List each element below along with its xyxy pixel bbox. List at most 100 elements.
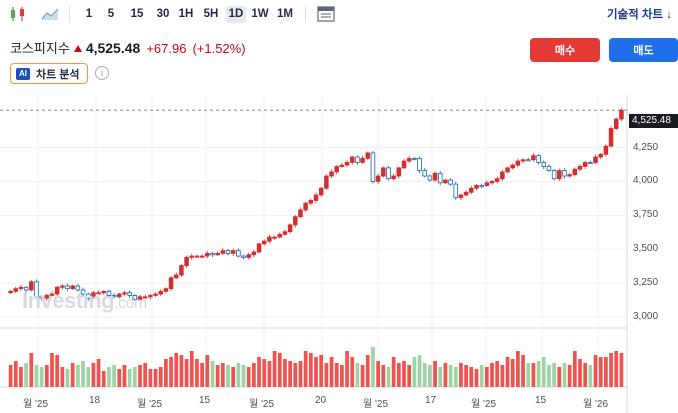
candle [344, 162, 350, 166]
volume-bar [324, 363, 329, 387]
volume-bar [96, 359, 101, 387]
x-axis-tick-label: 15 [199, 395, 211, 406]
toolbar-divider [305, 6, 306, 22]
candle [329, 171, 334, 177]
volume-bar [169, 357, 173, 387]
candlestick-icon[interactable] [8, 5, 28, 23]
candle [349, 156, 355, 163]
timeframe-15[interactable]: 15 [130, 8, 144, 20]
volume-bar [438, 367, 443, 387]
volume-bar [609, 353, 613, 387]
volume-bar [474, 369, 479, 387]
volume-bar [583, 363, 588, 387]
candle [44, 295, 50, 299]
volume-bar [277, 353, 282, 387]
watermark-suffix: .com [114, 295, 147, 312]
candle [510, 164, 515, 169]
area-chart-icon[interactable] [40, 5, 60, 23]
candle [23, 286, 29, 291]
candle [189, 255, 195, 258]
volume-bar [391, 357, 396, 387]
timeframe-1d[interactable]: 1D [226, 6, 246, 23]
candle [137, 296, 143, 300]
candle [536, 155, 541, 163]
candle [500, 171, 505, 180]
price-up-arrow-icon [73, 45, 82, 52]
volume-bar [521, 355, 525, 387]
volume-bar [371, 347, 375, 387]
volume-bar [44, 365, 49, 387]
info-icon[interactable]: i [95, 66, 109, 80]
x-axis-tick-label: 월 '25 [471, 399, 497, 410]
volume-bar [448, 365, 453, 387]
volume-bar [231, 367, 236, 387]
price-chart[interactable] [0, 95, 678, 413]
candle [261, 240, 267, 245]
candle [184, 257, 189, 266]
volume-bar [189, 351, 194, 387]
volume-bar [433, 361, 437, 387]
timeframe-30[interactable]: 30 [156, 8, 170, 20]
candle [122, 292, 127, 295]
volume-bar [55, 355, 60, 387]
sell-button[interactable]: 매도 [609, 38, 678, 62]
candle [401, 160, 407, 169]
candle [386, 167, 391, 180]
buy-button[interactable]: 매수 [530, 38, 600, 62]
timeframe-1[interactable]: 1 [85, 8, 93, 20]
candle [70, 285, 75, 290]
ai-chart-analysis-button[interactable]: AI 차트 분석 [10, 63, 88, 84]
volume-bar [505, 357, 510, 387]
candle [230, 250, 236, 254]
volume-bar [557, 367, 562, 387]
volume-bar [572, 351, 577, 387]
ai-badge-icon: AI [16, 67, 30, 80]
candle [494, 178, 500, 182]
timeframe-5[interactable]: 5 [107, 8, 115, 20]
candle [282, 231, 288, 235]
candle [256, 243, 262, 253]
volume-bar [412, 357, 417, 387]
volume-bar [386, 367, 391, 387]
table-view-icon[interactable] [316, 5, 336, 23]
volume-bar [148, 369, 153, 387]
volume-bar [547, 365, 551, 387]
candle [437, 172, 443, 184]
candle [422, 170, 427, 177]
candle [453, 183, 459, 199]
candle [370, 152, 376, 182]
candle [375, 175, 381, 182]
candle [49, 293, 55, 296]
volume-bar [153, 369, 158, 387]
volume-bar [365, 355, 370, 387]
investing-watermark: Investing.com [22, 288, 147, 314]
volume-bar [143, 363, 148, 387]
candle [463, 191, 469, 196]
candle [479, 185, 484, 188]
x-axis-tick-label: 20 [315, 395, 327, 406]
volume-bar [541, 357, 546, 387]
x-axis-tick-label: 월 '26 [583, 399, 609, 410]
timeframe-1m[interactable]: 1M [277, 8, 293, 20]
volume-bar [184, 359, 189, 387]
candle [551, 170, 557, 180]
candle [91, 292, 96, 299]
candle [13, 288, 19, 292]
volume-bar [267, 361, 272, 387]
candle [215, 252, 220, 256]
volume-bar [562, 363, 567, 387]
volume-bar [60, 367, 65, 387]
volume-bar [34, 365, 39, 387]
volume-bar [107, 367, 111, 387]
candle [520, 159, 526, 162]
x-axis-tick-label: 18 [89, 395, 101, 406]
timeframe-1h[interactable]: 1H [178, 8, 194, 20]
volume-bar [510, 359, 515, 387]
timeframe-5h[interactable]: 5H [203, 8, 219, 20]
technical-chart-link[interactable]: 기술적 차트 ↓ [606, 9, 672, 21]
timeframe-1w[interactable]: 1W [251, 8, 269, 20]
volume-bar [257, 357, 261, 387]
volume-bar [490, 363, 494, 387]
candle [173, 274, 179, 279]
volume-bar [345, 351, 349, 387]
